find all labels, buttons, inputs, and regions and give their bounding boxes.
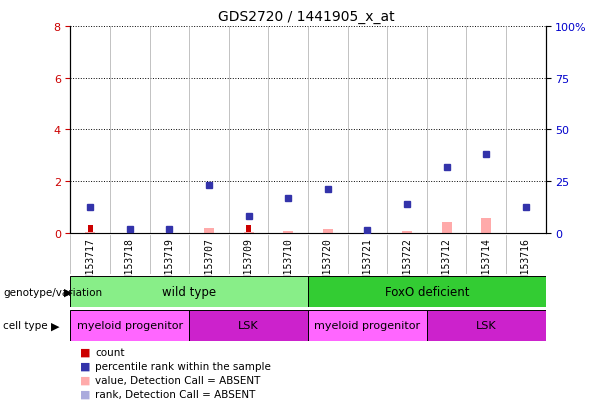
Text: GSM153721: GSM153721	[362, 237, 373, 290]
Text: myeloid progenitor: myeloid progenitor	[314, 320, 421, 330]
Bar	[308, 277, 546, 308]
Text: wild type: wild type	[162, 286, 216, 299]
Text: GSM153718: GSM153718	[125, 237, 135, 290]
Bar	[441, 222, 452, 233]
Text: LSK: LSK	[476, 320, 497, 330]
Bar	[481, 218, 491, 233]
Bar	[204, 228, 214, 233]
Text: ■: ■	[80, 347, 90, 357]
Text: GSM153712: GSM153712	[441, 237, 452, 290]
Text: FoxO deficient: FoxO deficient	[384, 286, 469, 299]
Bar	[402, 231, 412, 233]
Text: count: count	[95, 347, 124, 357]
Bar	[88, 225, 93, 233]
Text: percentile rank within the sample: percentile rank within the sample	[95, 361, 271, 371]
Bar	[323, 230, 333, 233]
Text: myeloid progenitor: myeloid progenitor	[77, 320, 183, 330]
Text: GSM153719: GSM153719	[164, 237, 175, 290]
Text: GSM153714: GSM153714	[481, 237, 491, 290]
Text: GSM153722: GSM153722	[402, 237, 412, 290]
Bar	[283, 231, 293, 233]
Text: ■: ■	[80, 375, 90, 385]
Text: ▶: ▶	[51, 320, 59, 330]
Text: GSM153707: GSM153707	[204, 237, 214, 290]
Text: rank, Detection Call = ABSENT: rank, Detection Call = ABSENT	[95, 389, 256, 399]
Text: GSM153717: GSM153717	[85, 237, 95, 290]
Text: ■: ■	[80, 361, 90, 371]
Text: GSM153710: GSM153710	[283, 237, 293, 290]
Text: ▶: ▶	[64, 287, 73, 297]
Text: cell type: cell type	[3, 320, 48, 330]
Text: GSM153716: GSM153716	[521, 237, 531, 290]
Bar	[70, 310, 189, 341]
Text: LSK: LSK	[238, 320, 259, 330]
Bar	[308, 310, 427, 341]
Text: ■: ■	[80, 389, 90, 399]
Text: GSM153709: GSM153709	[243, 237, 254, 290]
Text: GDS2720 / 1441905_x_at: GDS2720 / 1441905_x_at	[218, 10, 395, 24]
Bar	[189, 310, 308, 341]
Text: genotype/variation: genotype/variation	[3, 287, 102, 297]
Text: value, Detection Call = ABSENT: value, Detection Call = ABSENT	[95, 375, 261, 385]
Bar	[427, 310, 546, 341]
Bar	[70, 277, 308, 308]
Text: GSM153720: GSM153720	[323, 237, 333, 290]
Bar	[246, 225, 251, 233]
